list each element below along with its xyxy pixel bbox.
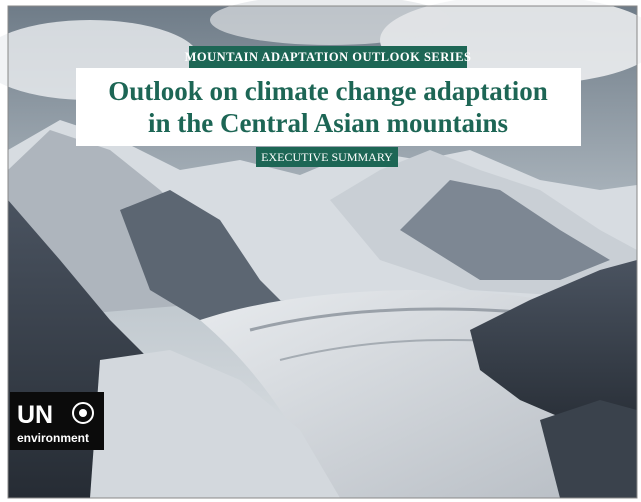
title-line: in the Central Asian mountains: [148, 108, 508, 138]
logo-mark: UN: [17, 401, 53, 429]
series-label: MOUNTAIN ADAPTATION OUTLOOK SERIES: [185, 50, 472, 64]
frame: [7, 5, 638, 499]
title-line: Outlook on climate change adaptation: [108, 76, 548, 106]
subtitle: EXECUTIVE SUMMARY: [261, 150, 393, 164]
title-box: [76, 68, 581, 146]
un-logo: UN environment: [10, 392, 104, 450]
logo-text: environment: [17, 431, 89, 445]
subtitle-band: [256, 147, 398, 167]
series-band: [189, 46, 467, 68]
